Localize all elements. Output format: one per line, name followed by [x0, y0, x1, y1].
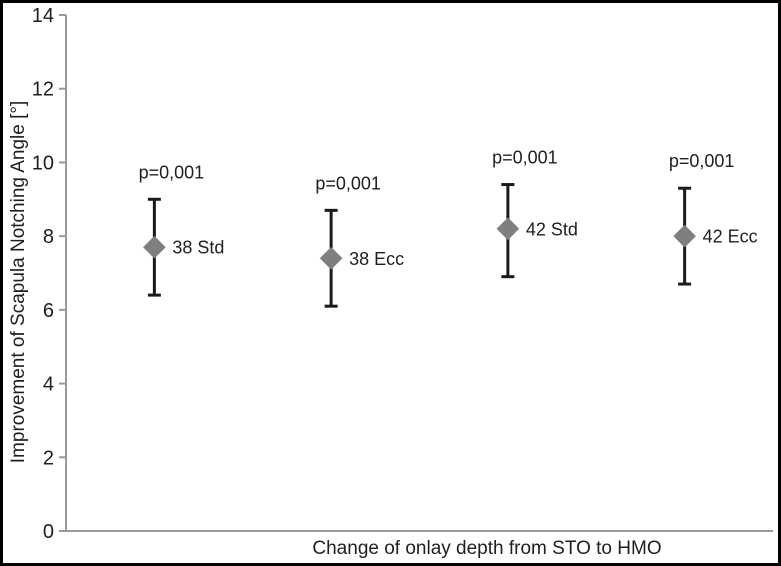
data-point-label: 42 Std: [526, 219, 578, 239]
p-value-label: p=0,001: [669, 151, 735, 171]
y-tick-label: 12: [32, 79, 54, 101]
y-tick-label: 6: [43, 300, 54, 322]
y-tick-label: 14: [32, 5, 54, 27]
plot-area: 0 2 4 6 8 10 12 14 38 Std p=0,001 38 Ecc p=0,001 42 …: [32, 5, 773, 543]
p-value-label: p=0,001: [139, 162, 205, 182]
x-axis-title: Change of onlay depth from STO to HMO: [312, 538, 661, 559]
data-point-label: 42 Ecc: [703, 227, 758, 247]
p-value-label: p=0,001: [492, 148, 558, 168]
y-tick-label: 0: [43, 521, 54, 543]
y-tick-label: 8: [43, 226, 54, 248]
data-point-label: 38 Ecc: [349, 249, 404, 269]
p-value-label: p=0,001: [315, 173, 381, 193]
y-tick-label: 2: [43, 447, 54, 469]
y-axis-title: Improvement of Scapula Notching Angle [°…: [8, 101, 29, 463]
y-tick-label: 4: [43, 374, 54, 396]
y-tick-label: 10: [32, 152, 54, 174]
data-point-label: 38 Std: [172, 238, 224, 258]
